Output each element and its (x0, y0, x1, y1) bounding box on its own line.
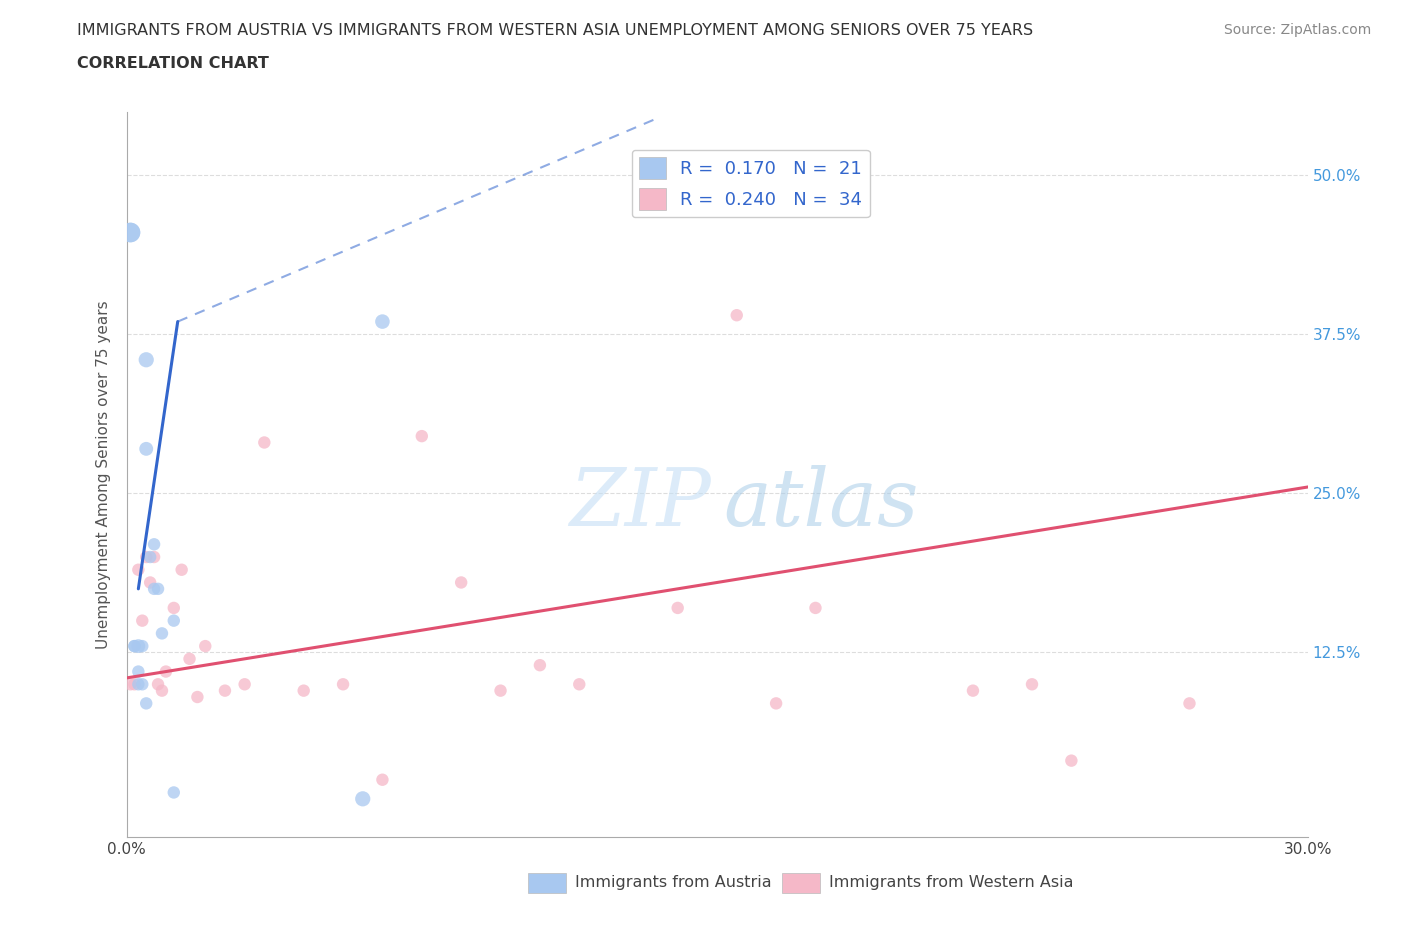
Text: IMMIGRANTS FROM AUSTRIA VS IMMIGRANTS FROM WESTERN ASIA UNEMPLOYMENT AMONG SENIO: IMMIGRANTS FROM AUSTRIA VS IMMIGRANTS FR… (77, 23, 1033, 38)
Text: Immigrants from Western Asia: Immigrants from Western Asia (830, 875, 1074, 890)
Point (568, 677, 591, 692)
Point (411, 429, 433, 444)
Point (124, 677, 146, 692)
Point (139, 575, 162, 590)
Bar (782, 872, 820, 893)
Point (163, 601, 186, 616)
Point (489, 684, 512, 698)
Point (131, 639, 153, 654)
Text: CORRELATION CHART: CORRELATION CHART (77, 56, 269, 71)
Point (179, 651, 201, 666)
Point (146, 677, 169, 692)
Point (135, 550, 157, 565)
Legend: R =  0.170   N =  21, R =  0.240   N =  34: R = 0.170 N = 21, R = 0.240 N = 34 (631, 150, 869, 218)
Point (135, 442, 157, 457)
Text: atlas: atlas (723, 465, 918, 542)
Point (332, 677, 354, 692)
Point (962, 684, 984, 698)
Point (135, 352, 157, 367)
Point (352, 791, 374, 806)
Point (143, 537, 166, 551)
Point (120, 677, 142, 692)
Point (127, 639, 149, 654)
Text: ZIP: ZIP (569, 465, 711, 542)
Point (186, 689, 208, 704)
Bar (529, 872, 565, 893)
Point (139, 550, 162, 565)
Y-axis label: Unemployment Among Seniors over 75 years: Unemployment Among Seniors over 75 years (96, 300, 111, 648)
Point (143, 581, 166, 596)
Text: Source: ZipAtlas.com: Source: ZipAtlas.com (1223, 23, 1371, 37)
Point (143, 550, 166, 565)
Point (127, 563, 149, 578)
Point (804, 601, 827, 616)
Point (163, 785, 186, 800)
Point (1021, 677, 1043, 692)
Point (371, 314, 394, 329)
Point (163, 613, 186, 628)
Point (1178, 696, 1201, 711)
Point (1060, 753, 1083, 768)
Point (529, 658, 551, 672)
Point (292, 684, 315, 698)
Point (371, 772, 394, 787)
Point (124, 639, 146, 654)
Point (150, 684, 173, 698)
Point (120, 225, 142, 240)
Point (725, 308, 748, 323)
Point (666, 601, 689, 616)
Point (194, 639, 217, 654)
Point (214, 684, 236, 698)
Point (131, 677, 153, 692)
Point (124, 639, 146, 654)
Point (150, 626, 173, 641)
Point (146, 581, 169, 596)
Point (127, 664, 149, 679)
Point (120, 225, 142, 240)
Text: Immigrants from Austria: Immigrants from Austria (575, 875, 772, 890)
Point (135, 696, 157, 711)
Point (155, 664, 177, 679)
Point (127, 677, 149, 692)
Point (131, 613, 153, 628)
Point (765, 696, 787, 711)
Point (233, 677, 256, 692)
Point (253, 435, 276, 450)
Point (450, 575, 472, 590)
Point (170, 563, 193, 578)
